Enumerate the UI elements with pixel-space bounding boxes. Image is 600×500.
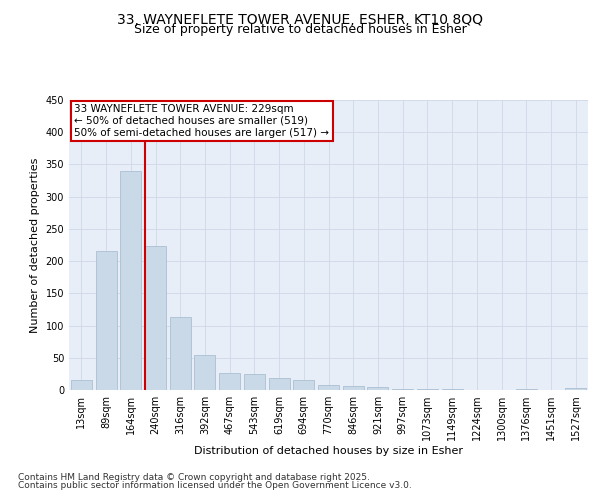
Bar — [392, 388, 413, 390]
Bar — [120, 171, 141, 390]
Bar — [269, 378, 290, 390]
Bar — [145, 246, 166, 390]
Text: 33, WAYNEFLETE TOWER AVENUE, ESHER, KT10 8QQ: 33, WAYNEFLETE TOWER AVENUE, ESHER, KT10… — [117, 12, 483, 26]
Text: Contains public sector information licensed under the Open Government Licence v3: Contains public sector information licen… — [18, 481, 412, 490]
Bar — [219, 372, 240, 390]
Bar — [95, 251, 116, 390]
Bar — [244, 374, 265, 390]
Bar — [367, 387, 388, 390]
Y-axis label: Number of detached properties: Number of detached properties — [30, 158, 40, 332]
Bar — [318, 385, 339, 390]
Text: Contains HM Land Registry data © Crown copyright and database right 2025.: Contains HM Land Registry data © Crown c… — [18, 472, 370, 482]
Bar — [170, 317, 191, 390]
Bar — [293, 380, 314, 390]
Bar — [343, 386, 364, 390]
Bar — [194, 355, 215, 390]
Bar — [565, 388, 586, 390]
Bar — [71, 380, 92, 390]
X-axis label: Distribution of detached houses by size in Esher: Distribution of detached houses by size … — [194, 446, 463, 456]
Text: 33 WAYNEFLETE TOWER AVENUE: 229sqm
← 50% of detached houses are smaller (519)
50: 33 WAYNEFLETE TOWER AVENUE: 229sqm ← 50%… — [74, 104, 329, 138]
Text: Size of property relative to detached houses in Esher: Size of property relative to detached ho… — [134, 22, 466, 36]
